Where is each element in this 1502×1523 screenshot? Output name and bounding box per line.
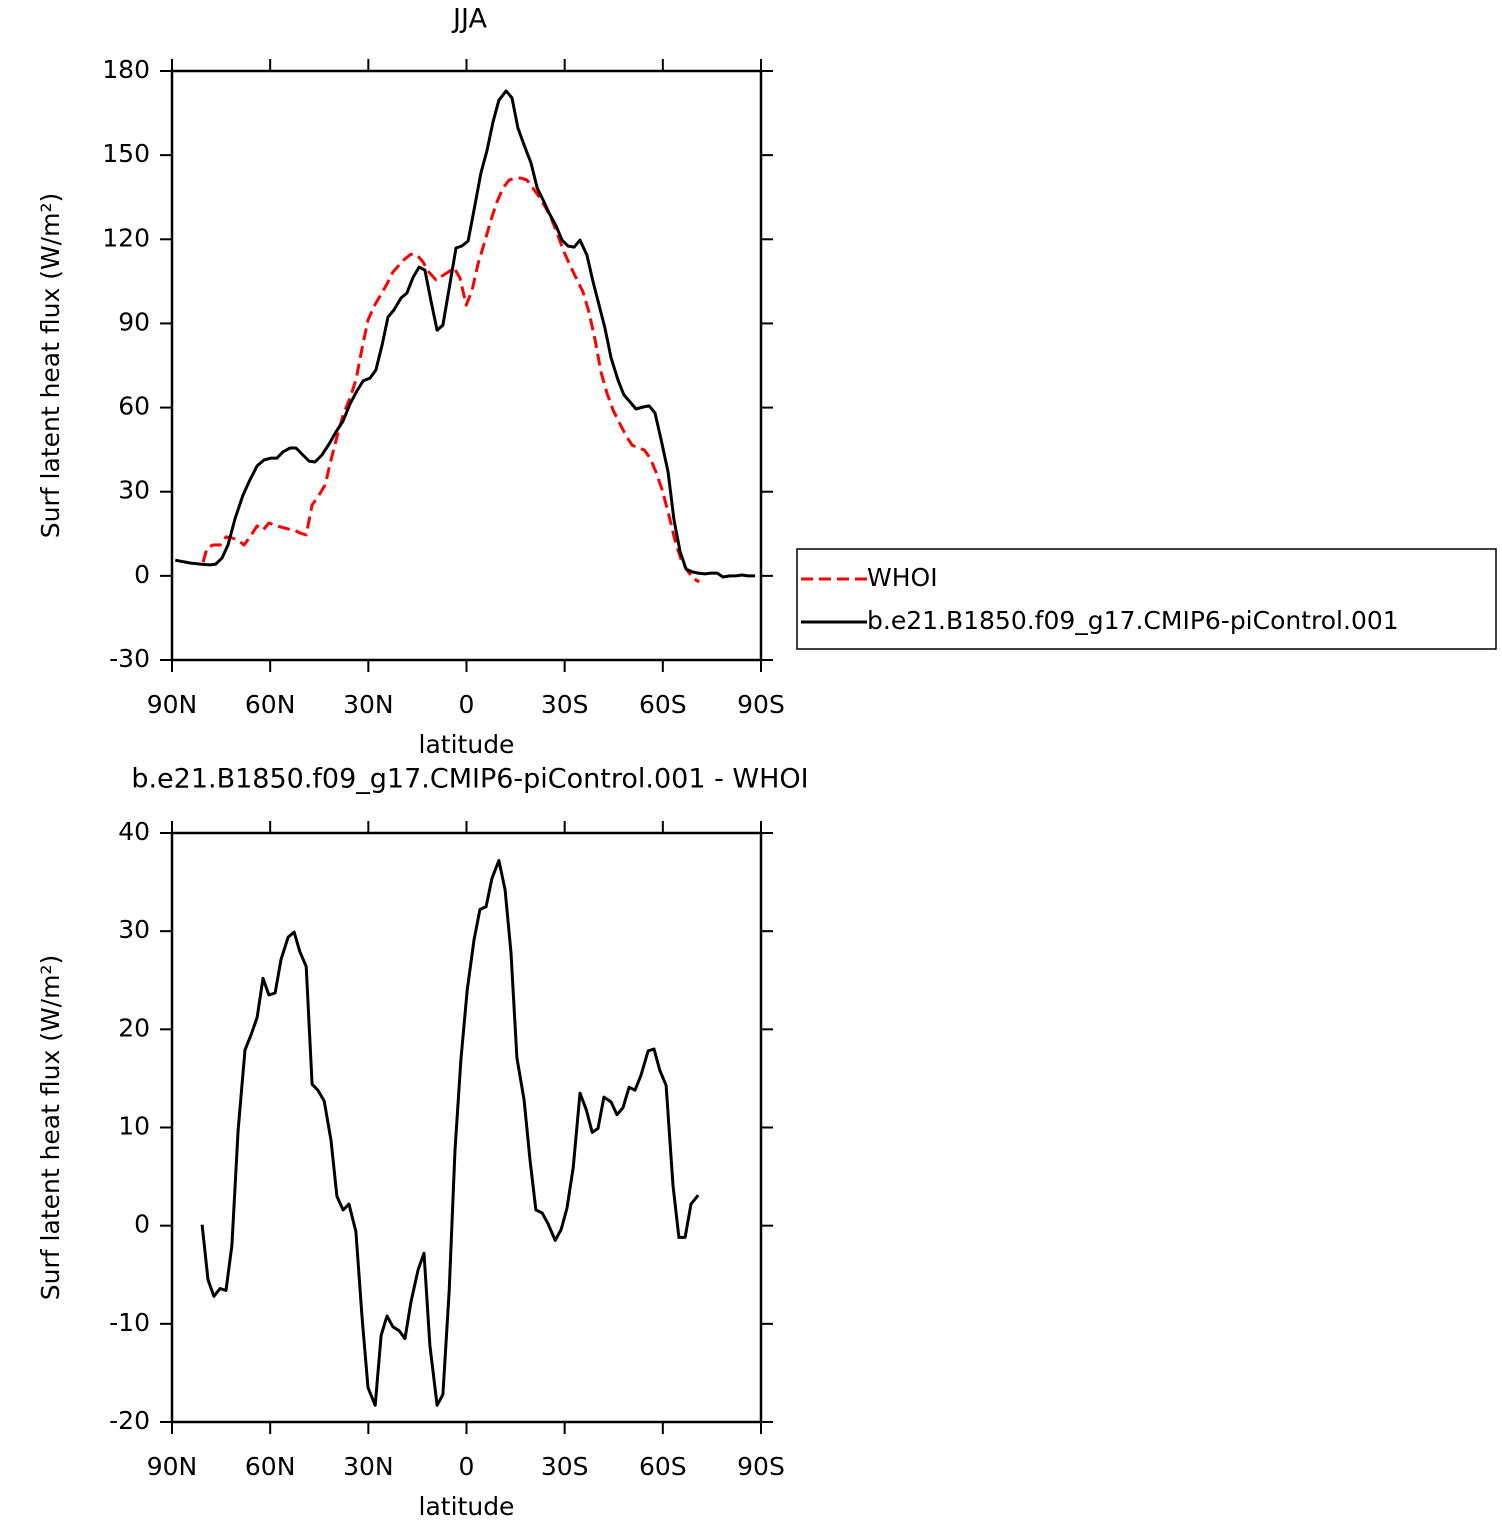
y-tick-label: 0 [134, 1210, 150, 1239]
y-tick-label: 180 [102, 55, 150, 84]
x-axis-label: latitude [419, 1492, 515, 1521]
y-tick-label: 20 [118, 1013, 150, 1042]
x-tick-label: 30S [541, 1452, 589, 1481]
y-axis-label: Surf latent heat flux (W/m²) [36, 955, 65, 1300]
chart-title: JJA [451, 4, 487, 35]
y-tick-label: 150 [102, 139, 150, 168]
x-tick-label: 60N [245, 1452, 296, 1481]
x-tick-label: 0 [459, 690, 475, 719]
y-axis-label: Surf latent heat flux (W/m²) [36, 193, 65, 538]
y-tick-label: -20 [109, 1406, 150, 1435]
y-tick-label: 90 [118, 307, 150, 336]
data-line [200, 859, 700, 1407]
y-tick-label: 120 [102, 223, 150, 252]
y-tick-label: -30 [109, 644, 150, 673]
y-tick-label: 40 [118, 817, 150, 846]
y-tick-label: 30 [118, 476, 150, 505]
y-tick-label: 30 [118, 915, 150, 944]
y-tick-label: -10 [109, 1308, 150, 1337]
x-tick-label: 30S [541, 690, 589, 719]
x-tick-label: 60S [639, 1452, 687, 1481]
y-tick-label: 60 [118, 392, 150, 421]
x-tick-label: 90N [147, 1452, 198, 1481]
legend-box [796, 548, 1497, 650]
data-line [201, 176, 700, 584]
x-tick-label: 90S [737, 1452, 785, 1481]
x-tick-label: 30N [343, 1452, 394, 1481]
x-tick-label: 30N [343, 690, 394, 719]
x-axis-label: latitude [419, 730, 515, 759]
y-tick-label: 10 [118, 1112, 150, 1141]
data-line [175, 89, 756, 579]
legend-label: b.e21.B1850.f09_g17.CMIP6-piControl.001 [867, 606, 1399, 635]
x-tick-label: 60N [245, 690, 296, 719]
x-tick-label: 60S [639, 690, 687, 719]
plot-frame [170, 69, 763, 662]
chart-title: b.e21.B1850.f09_g17.CMIP6-piControl.001 … [131, 764, 808, 795]
x-tick-label: 90N [147, 690, 198, 719]
plot-frame [170, 831, 763, 1424]
legend-label: WHOI [867, 563, 938, 592]
y-tick-label: 0 [134, 560, 150, 589]
x-tick-label: 0 [459, 1452, 475, 1481]
x-tick-label: 90S [737, 690, 785, 719]
